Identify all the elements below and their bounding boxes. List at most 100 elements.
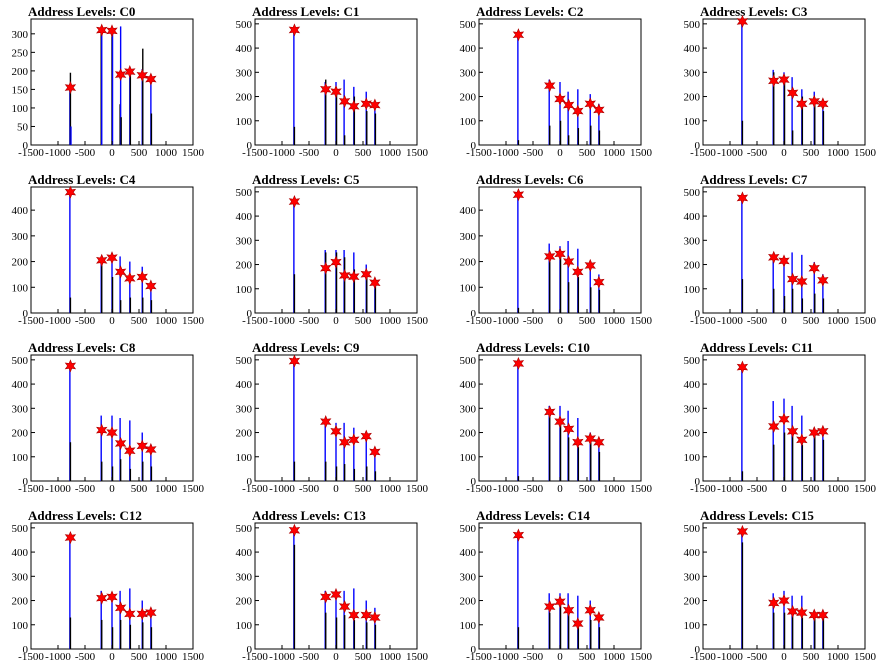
- x-tick-label: 1000: [155, 483, 178, 495]
- x-tick-label: -1000: [269, 483, 295, 495]
- y-tick-label: 200: [236, 92, 253, 104]
- y-tick-label: 100: [12, 452, 29, 464]
- x-tick-label: 500: [803, 651, 820, 663]
- y-tick-label: 200: [460, 257, 477, 269]
- x-tick-label: 1000: [603, 651, 626, 663]
- y-tick-label: 300: [460, 231, 477, 243]
- x-tick-label: -500: [747, 315, 768, 327]
- peak-marker: [796, 433, 808, 447]
- y-tick-label: 100: [460, 282, 477, 294]
- x-tick-label: 500: [131, 147, 148, 159]
- x-tick-label: -1500: [466, 315, 492, 327]
- x-tick-label: 1500: [406, 315, 429, 327]
- chart-svg: 0 100 200 300 400 500 -1500 -1000 -500 0 500 1000 15…: [236, 354, 429, 495]
- y-tick-label: 100: [236, 116, 253, 128]
- peak-marker: [554, 415, 566, 429]
- peak-marker: [593, 610, 605, 625]
- y-tick-label: 0: [695, 476, 701, 488]
- x-tick-label: -1000: [45, 483, 71, 495]
- y-tick-label: 200: [460, 428, 477, 440]
- y-tick-label: 300: [236, 571, 253, 583]
- x-tick-label: -500: [523, 147, 544, 159]
- chart-svg: 0 50 100 150 200 250 300 -1500 -1000 -500 0 500 1000…: [12, 18, 205, 159]
- peak-marker: [360, 97, 372, 111]
- panel-c4: Address Levels: C4 0 100 200 300 400 -1500 -100…: [0, 168, 224, 336]
- x-tick-label: 500: [803, 315, 820, 327]
- peak-marker: [554, 595, 566, 609]
- x-tick-label: 1500: [630, 483, 653, 495]
- peak-marker: [106, 251, 118, 265]
- x-tick-label: 0: [557, 315, 563, 327]
- x-tick-label: -500: [747, 483, 768, 495]
- x-tick-label: 1500: [182, 315, 205, 327]
- y-tick-label: 0: [23, 476, 29, 488]
- y-tick-label: 500: [460, 355, 477, 367]
- x-tick-label: 1500: [182, 483, 205, 495]
- peak-marker: [348, 270, 360, 284]
- panel-title: Address Levels: C14: [476, 508, 590, 523]
- peak-marker: [360, 267, 372, 281]
- peak-marker: [64, 359, 77, 373]
- x-tick-label: -1000: [717, 651, 743, 663]
- peak-marker: [736, 360, 749, 374]
- peak-marker: [145, 442, 157, 457]
- peak-marker: [114, 265, 127, 279]
- peak-marker: [562, 98, 575, 112]
- peak-marker: [320, 261, 332, 275]
- y-tick-label: 200: [236, 428, 253, 440]
- x-tick-label: -500: [299, 315, 320, 327]
- peak-marker: [320, 415, 332, 429]
- panel-c8: Address Levels: C8 0 100 200 300 400 500 -1500-…: [0, 336, 224, 504]
- panel-title: Address Levels: C8: [28, 340, 136, 355]
- panel-c15: Address Levels: C15 0 100 200 300 400 500 -1500…: [672, 504, 896, 672]
- peak-marker: [544, 405, 556, 419]
- x-tick-label: 0: [557, 147, 563, 159]
- panel-c14: Address Levels: C14 0 100 200 300 400 500 -1500…: [448, 504, 672, 672]
- y-tick-label: 500: [236, 187, 253, 199]
- peak-marker: [778, 593, 790, 608]
- peak-marker: [584, 258, 596, 273]
- x-tick-label: 500: [131, 651, 148, 663]
- x-tick-label: 1000: [827, 315, 850, 327]
- x-tick-label: -500: [75, 651, 96, 663]
- peak-marker: [288, 23, 301, 37]
- panel-c7: Address Levels: C7 0 100 200 300 400 500 -1500-…: [672, 168, 896, 336]
- peak-marker: [96, 253, 108, 267]
- y-tick-label: 500: [460, 523, 477, 535]
- peak-marker: [554, 247, 566, 261]
- y-tick-label: 100: [236, 620, 253, 632]
- peak-marker: [348, 433, 360, 447]
- x-tick-label: 1000: [827, 651, 850, 663]
- x-tick-label: 0: [781, 483, 787, 495]
- x-tick-label: 1000: [827, 483, 850, 495]
- y-tick-label: 100: [12, 103, 29, 115]
- panel-title: Address Levels: C9: [252, 340, 360, 355]
- x-tick-label: 1000: [603, 315, 626, 327]
- chart-svg: 0 100 200 300 400 -1500 -1000 -500 0 500 1000 1500: [460, 186, 653, 327]
- y-tick-label: 200: [236, 260, 253, 272]
- x-tick-label: 0: [109, 315, 115, 327]
- peak-marker: [124, 444, 136, 458]
- peak-marker: [124, 271, 136, 285]
- peak-marker: [330, 424, 342, 438]
- peak-marker: [796, 97, 808, 111]
- peak-marker: [369, 276, 381, 290]
- peak-marker: [114, 436, 127, 451]
- panel-c2: Address Levels: C2 0 100 200 300 400 500 -1500-…: [448, 0, 672, 168]
- y-tick-label: 500: [460, 19, 477, 31]
- peak-marker: [106, 24, 118, 38]
- y-tick-label: 250: [12, 47, 29, 59]
- peak-marker: [330, 255, 342, 269]
- y-tick-label: 0: [247, 644, 253, 656]
- peak-marker: [320, 82, 332, 96]
- peak-marker: [593, 275, 605, 289]
- x-tick-label: -1500: [242, 147, 268, 159]
- x-tick-label: -1000: [717, 483, 743, 495]
- x-tick-label: 1000: [603, 147, 626, 159]
- peak-marker: [796, 274, 808, 289]
- peak-marker: [584, 432, 596, 446]
- x-tick-label: 1000: [827, 147, 850, 159]
- x-tick-label: 0: [557, 651, 563, 663]
- x-tick-label: 1000: [155, 315, 178, 327]
- x-tick-label: -1500: [690, 147, 716, 159]
